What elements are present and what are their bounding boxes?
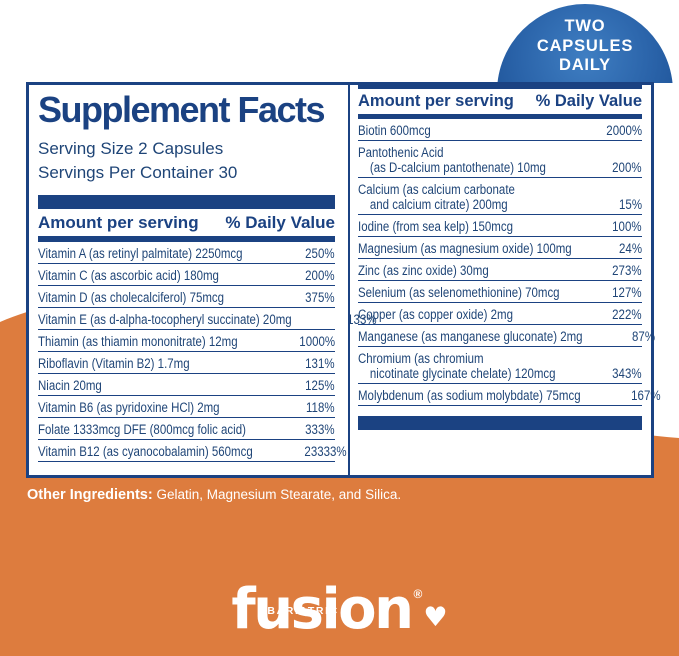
left-column: Supplement Facts Serving Size 2 Capsules… (38, 85, 377, 462)
nutrient-name: Vitamin B6 (as pyridoxine HCl) 2mg (38, 399, 220, 415)
daily-value-header: % Daily Value (225, 213, 335, 232)
nutrient-daily-value: 167% (631, 387, 661, 403)
supplement-facts-title: Supplement Facts (38, 89, 326, 130)
badge-text: TWO CAPSULES DAILY (497, 4, 673, 76)
nutrient-name: Iodine (from sea kelp) 150mcg (358, 218, 513, 234)
nutrient-name: Magnesium (as magnesium oxide) 100mg (358, 240, 572, 256)
nutrient-row: Pantothenic Acid (as D-calcium pantothena… (358, 141, 642, 178)
nutrient-name: Folate 1333mcg DFE (800mcg folic acid) (38, 421, 246, 437)
nutrient-name: Manganese (as manganese gluconate) 2mg (358, 328, 583, 344)
brand-logo: BARIATRIC fusion ®♥ (231, 556, 447, 654)
divider-bar-medium (38, 236, 335, 242)
badge-circle: TWO CAPSULES DAILY (497, 4, 673, 83)
nutrient-row: Vitamin C (as ascorbic acid) 180mg 200% (38, 264, 335, 286)
nutrient-daily-value: 2000% (606, 122, 642, 138)
nutrient-row: Chromium (as chromium nicotinate glycinat… (358, 347, 642, 384)
nutrient-name: Vitamin E (as d-alpha-tocopheryl succina… (38, 311, 292, 327)
registered-mark-icon: ® (413, 587, 423, 601)
other-ingredients-value: Gelatin, Magnesium Stearate, and Silica. (156, 487, 402, 502)
nutrient-daily-value: 343% (612, 365, 642, 381)
nutrient-name: Vitamin D (as cholecalciferol) 75mcg (38, 289, 225, 305)
nutrient-daily-value: 23333% (304, 443, 347, 459)
nutrient-row: Vitamin B12 (as cyanocobalamin) 560mcg 2… (38, 440, 346, 462)
nutrient-row: Magnesium (as magnesium oxide) 100mg 24% (358, 237, 642, 259)
badge-line-2: CAPSULES (536, 36, 634, 55)
nutrient-name: Pantothenic Acid (as D-calcium pantothena… (358, 144, 546, 175)
nutrient-daily-value: 133% (347, 311, 377, 327)
column-divider (348, 85, 350, 475)
badge-line-1: TWO (564, 17, 606, 35)
nutrient-row: Folate 1333mcg DFE (800mcg folic acid) 3… (38, 418, 335, 440)
daily-value-header: % Daily Value (535, 92, 642, 110)
nutrient-daily-value: 87% (632, 328, 656, 344)
nutrient-row: Manganese (as manganese gluconate) 2mg 8… (358, 325, 655, 347)
nutrient-name: Zinc (as zinc oxide) 30mg (358, 262, 489, 278)
heart-icon: ♥ (423, 602, 448, 633)
divider-bar-medium (358, 114, 642, 119)
divider-bar-top (358, 85, 642, 89)
nutrient-daily-value: 24% (619, 240, 643, 256)
nutrient-daily-value: 250% (305, 245, 335, 261)
right-column-header: Amount per serving % Daily Value (358, 89, 642, 114)
nutrient-daily-value: 273% (612, 262, 642, 278)
nutrient-row: Riboflavin (Vitamin B2) 1.7mg 131% (38, 352, 335, 374)
nutrient-name: Biotin 600mcg (358, 122, 431, 138)
nutrient-row: Vitamin D (as cholecalciferol) 75mcg 375… (38, 286, 335, 308)
nutrient-daily-value: 222% (612, 306, 642, 322)
serving-size: Serving Size 2 Capsules (38, 139, 224, 158)
nutrient-row: Biotin 600mcg 2000% (358, 119, 642, 141)
other-ingredients: Other Ingredients: Gelatin, Magnesium St… (27, 486, 401, 504)
nutrient-daily-value: 131% (305, 355, 335, 371)
nutrient-name: Calcium (as calcium carbonate and calcium… (358, 181, 515, 212)
nutrient-daily-value: 15% (619, 196, 642, 212)
nutrient-daily-value: 200% (305, 267, 335, 283)
nutrient-name: Molybdenum (as sodium molybdate) 75mcg (358, 387, 581, 403)
nutrient-daily-value: 100% (612, 218, 642, 234)
brand-name-top: BARIATRIC (267, 605, 339, 617)
nutrient-row: Thiamin (as thiamin mononitrate) 12mg 10… (38, 330, 335, 352)
nutrient-name: Copper (as copper oxide) 2mg (358, 306, 513, 322)
nutrient-name: Riboflavin (Vitamin B2) 1.7mg (38, 355, 190, 371)
right-nutrient-rows: Biotin 600mcg 2000% Pantothenic Acid (as … (358, 119, 660, 406)
nutrient-row: Zinc (as zinc oxide) 30mg 273% (358, 259, 642, 281)
nutrient-row: Calcium (as calcium carbonate and calcium… (358, 178, 642, 215)
nutrient-name: Vitamin B12 (as cyanocobalamin) 560mcg (38, 443, 253, 459)
nutrient-name: Vitamin C (as ascorbic acid) 180mg (38, 267, 219, 283)
left-nutrient-rows: Vitamin A (as retinyl palmitate) 2250mcg… (38, 242, 377, 462)
badge-line-3: DAILY (559, 56, 611, 74)
bottom-bar-thick (358, 416, 642, 430)
nutrient-daily-value: 333% (305, 421, 335, 437)
nutrient-name: Thiamin (as thiamin mononitrate) 12mg (38, 333, 238, 349)
other-ingredients-label: Other Ingredients: (27, 487, 153, 503)
nutrient-daily-value: 127% (612, 284, 642, 300)
left-column-header: Amount per serving % Daily Value (38, 209, 335, 236)
nutrient-daily-value: 1000% (299, 333, 335, 349)
nutrient-row: Vitamin A (as retinyl palmitate) 2250mcg… (38, 242, 335, 264)
nutrient-row: Niacin 20mg 125% (38, 374, 335, 396)
nutrient-daily-value: 200% (612, 159, 642, 175)
nutrient-row: Molybdenum (as sodium molybdate) 75mcg 1… (358, 384, 660, 406)
supplement-facts-panel: Supplement Facts Serving Size 2 Capsules… (26, 82, 660, 478)
nutrient-daily-value: 125% (305, 377, 335, 393)
nutrient-name: Vitamin A (as retinyl palmitate) 2250mcg (38, 245, 243, 261)
nutrient-row: Iodine (from sea kelp) 150mcg 100% (358, 215, 642, 237)
two-capsules-daily-badge: TWO CAPSULES DAILY (494, 0, 679, 83)
nutrient-row: Vitamin E (as d-alpha-tocopheryl succina… (38, 308, 377, 330)
divider-bar-thick (38, 195, 335, 209)
amount-per-serving-header: Amount per serving (38, 213, 199, 232)
nutrient-daily-value: 375% (305, 289, 335, 305)
nutrient-row: Copper (as copper oxide) 2mg 222% (358, 303, 642, 325)
nutrient-name: Selenium (as selenomethionine) 70mcg (358, 284, 560, 300)
nutrient-daily-value: 118% (306, 399, 335, 415)
nutrient-row: Selenium (as selenomethionine) 70mcg 127… (358, 281, 642, 303)
brand-name-main: fusion ®♥ (231, 577, 448, 642)
nutrient-name: Chromium (as chromium nicotinate glycinat… (358, 350, 556, 381)
servings-per-container: Servings Per Container 30 (38, 163, 238, 182)
nutrient-name: Niacin 20mg (38, 377, 102, 393)
right-column: Amount per serving % Daily Value Biotin … (358, 85, 660, 430)
amount-per-serving-header: Amount per serving (358, 92, 514, 110)
nutrient-row: Vitamin B6 (as pyridoxine HCl) 2mg 118% (38, 396, 335, 418)
